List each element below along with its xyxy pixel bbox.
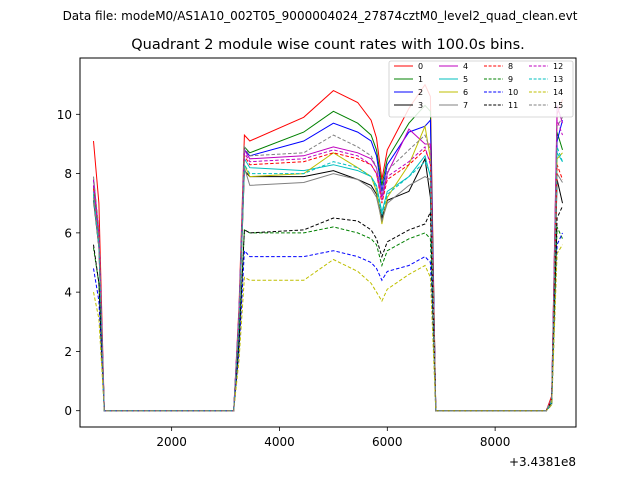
plot-frame <box>79 57 577 428</box>
legend-label-14: 14 <box>553 88 563 97</box>
y-axis: 0 2 4 6 8 10 <box>57 108 80 418</box>
x-tick-label-8000: 8000 <box>480 435 511 449</box>
legend-label-10: 10 <box>508 88 518 97</box>
legend-label-5: 5 <box>463 75 468 84</box>
legend-label-15: 15 <box>553 101 563 110</box>
legend-label-6: 6 <box>463 88 468 97</box>
legend-label-11: 11 <box>508 101 518 110</box>
chart-title: Quadrant 2 module wise count rates with … <box>131 37 525 53</box>
x-tick-label-2000: 2000 <box>156 435 187 449</box>
legend-label-8: 8 <box>508 62 513 71</box>
y-tick-label-4: 4 <box>64 286 72 300</box>
y-tick-label-8: 8 <box>64 167 72 181</box>
y-tick-label-6: 6 <box>64 226 72 240</box>
y-tick-label-2: 2 <box>64 345 72 359</box>
figure-suptitle: Data file: modeM0/AS1A10_002T05_90000040… <box>63 9 578 23</box>
legend-label-13: 13 <box>553 75 563 84</box>
x-offset-label: +3.4381e8 <box>509 455 576 469</box>
legend-label-0: 0 <box>418 62 423 71</box>
x-axis: 2000 4000 6000 8000 <box>156 427 510 449</box>
y-tick-label-0: 0 <box>64 404 72 418</box>
legend-label-2: 2 <box>418 88 423 97</box>
x-tick-label-4000: 4000 <box>264 435 295 449</box>
legend-label-7: 7 <box>463 101 468 110</box>
legend-label-12: 12 <box>553 62 563 71</box>
legend-label-4: 4 <box>463 62 468 71</box>
legend-label-1: 1 <box>418 75 423 84</box>
legend-label-9: 9 <box>508 75 513 84</box>
series-line-15 <box>93 117 563 412</box>
legend-box <box>388 60 574 118</box>
series-layer <box>93 83 563 412</box>
x-tick-label-6000: 6000 <box>372 435 403 449</box>
legend-label-3: 3 <box>418 101 423 110</box>
y-tick-label-10: 10 <box>57 108 72 122</box>
